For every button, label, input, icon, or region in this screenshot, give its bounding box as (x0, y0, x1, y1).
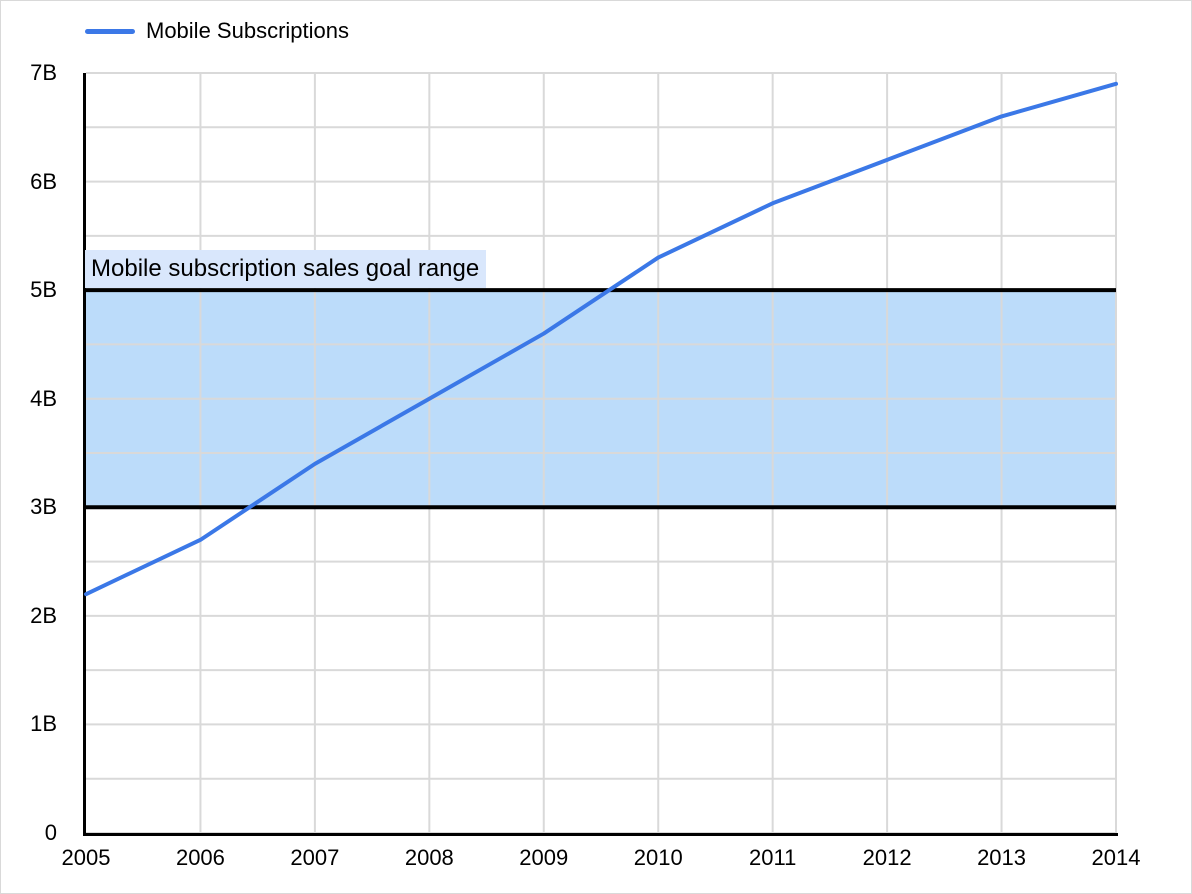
x-axis-tick-label: 2006 (175, 845, 225, 870)
legend-item-label: Mobile Subscriptions (146, 18, 349, 43)
x-axis-tick-label: 2010 (633, 845, 683, 870)
y-axis-tick-label: 0 (44, 820, 57, 845)
x-axis-tick-label: 2009 (519, 845, 569, 870)
goal-band-label: Mobile subscription sales goal range (85, 250, 487, 288)
series-line-mobile-subscriptions (84, 81, 1118, 597)
x-axis-tick-label: 2014 (1091, 845, 1141, 870)
x-axis-tick-label: 2008 (404, 845, 454, 870)
y-axis-tick-label: 6B (30, 168, 57, 194)
x-axis-tick-label: 2011 (749, 845, 797, 870)
y-axis-tick-label: 7B (30, 60, 57, 85)
legend: Mobile Subscriptions (85, 18, 349, 44)
y-axis-tick-label: 3B (30, 494, 57, 520)
legend-item[interactable]: Mobile Subscriptions (85, 18, 349, 44)
y-axis-tick-label: 4B (30, 385, 57, 411)
y-axis-tick-label: 2B (30, 602, 57, 628)
legend-line-swatch (85, 28, 135, 34)
x-axis-tick-label: 2005 (61, 845, 111, 870)
y-axis-tick-label: 1B (30, 711, 57, 737)
y-axis-tick-label: 5B (30, 277, 57, 303)
x-axis-tick-label: 2012 (862, 845, 912, 870)
x-axis-tick-label: 2013 (977, 845, 1027, 870)
x-axis-tick-label: 2007 (290, 845, 340, 870)
